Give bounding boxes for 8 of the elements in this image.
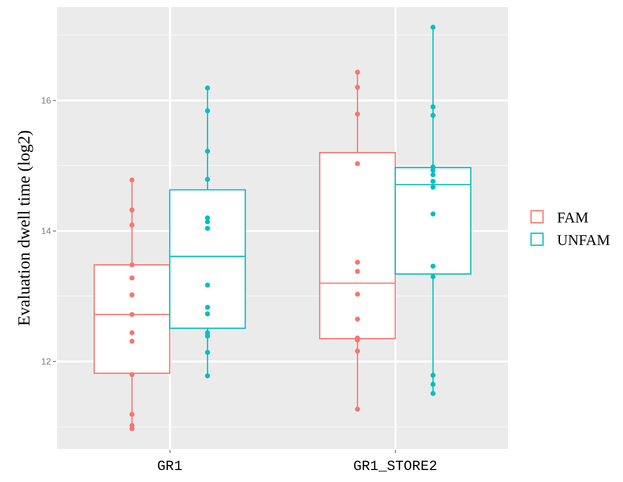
legend-label: FAM [557, 210, 588, 227]
y-tick-label: 16 [41, 96, 52, 106]
y-axis-title: Evaluation dwell time (log2) [14, 130, 34, 326]
legend-label: UNFAM [557, 233, 610, 250]
x-tick-label: GR1_STORE2 [353, 458, 438, 475]
y-tick-label: 12 [41, 356, 52, 367]
x-tick-label: GR1 [157, 458, 182, 475]
y-tick-label: 14 [41, 226, 52, 236]
